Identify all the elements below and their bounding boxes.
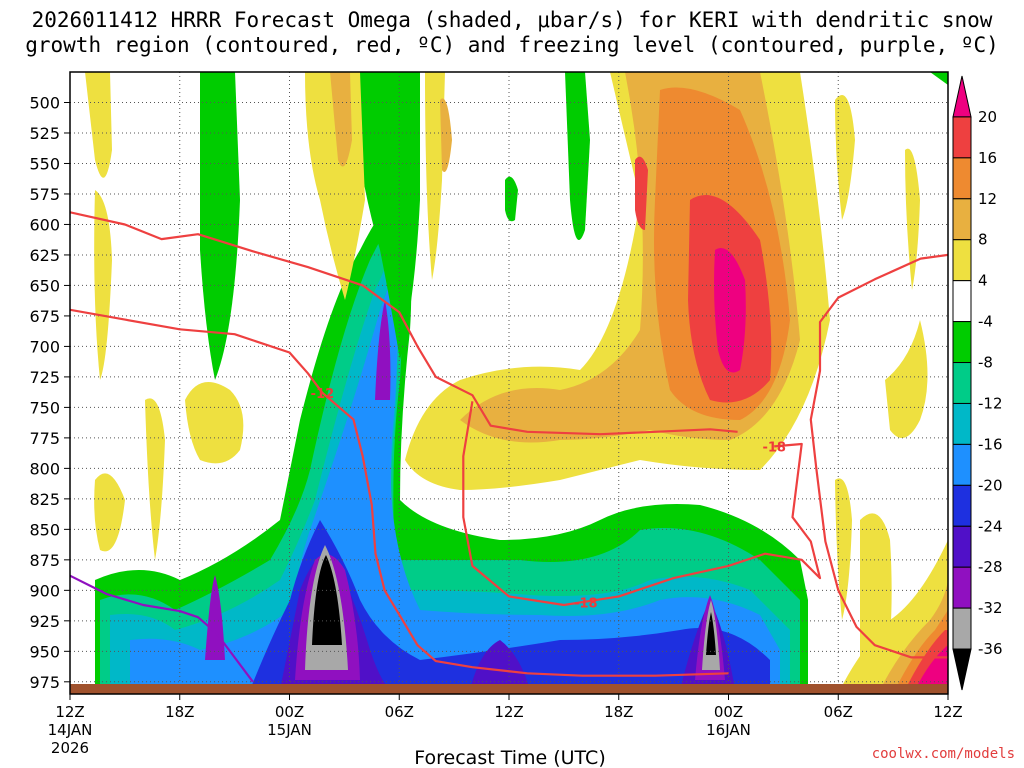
colorbar-label: 20 <box>978 108 997 126</box>
colorbar-segment <box>952 443 972 486</box>
omega-shading-lowerright-magenta <box>915 645 948 690</box>
omega-shading-sinking-magenta <box>714 248 746 373</box>
y-tick-label: 650 <box>29 276 60 295</box>
colorbar-label: 4 <box>978 272 988 290</box>
colorbar-label: -36 <box>978 640 1003 658</box>
colorbar-label: -8 <box>978 354 993 372</box>
y-tick-label: 725 <box>29 368 60 387</box>
y-tick-label: 950 <box>29 642 60 661</box>
colorbar-segment <box>952 607 972 650</box>
colorbar-segment <box>952 321 972 364</box>
y-tick-label: 925 <box>29 612 60 631</box>
colorbar-segment <box>952 362 972 404</box>
colorbar-label: -4 <box>978 313 993 331</box>
colorbar-label: -12 <box>978 394 1003 412</box>
colorbar-label: -20 <box>978 476 1003 494</box>
omega-shading-lowlevel-darkblue <box>250 520 770 690</box>
y-tick-label: 525 <box>29 124 60 143</box>
colorbar-segment <box>952 648 972 691</box>
chart-title-line-1: 2026011412 HRRR Forecast Omega (shaded, … <box>32 8 993 32</box>
omega-shading-tan-streaks <box>330 72 452 172</box>
omega-shading-lowlevel-teal <box>100 210 800 690</box>
x-tick-label: 12Z <box>494 703 523 721</box>
colorbar: 20 16 12 8 4 -4 -8 -12 -16 -20 -24 -28 -32 -36 <box>952 75 1003 691</box>
colorbar-segment <box>952 402 972 445</box>
contour-label: -18 <box>574 597 598 612</box>
y-tick-label: 625 <box>29 246 60 265</box>
y-tick-label: 550 <box>29 154 60 173</box>
colorbar-segment <box>952 484 972 527</box>
contour-dgz_mid <box>462 401 822 607</box>
colorbar-label: -32 <box>978 599 1003 617</box>
x-tick-label: 18Z <box>165 703 194 721</box>
colorbar-segment <box>952 566 972 609</box>
y-tick-label: 750 <box>29 398 60 417</box>
x-tick-label: 00Z <box>275 703 304 721</box>
contour-label: -12 <box>311 387 335 402</box>
omega-shading-upper-green-c <box>565 72 590 240</box>
date-label: 14JAN <box>48 721 93 739</box>
x-tick-label: 06Z <box>385 703 414 721</box>
chart-title-line-2: growth region (contoured, red, ºC) and f… <box>25 33 999 57</box>
colorbar-segment <box>952 198 972 241</box>
omega-shading-yellow-streaks <box>85 72 928 690</box>
colorbar-segment <box>952 75 972 118</box>
colorbar-label: -28 <box>978 558 1003 576</box>
colorbar-segment <box>952 157 972 200</box>
x-tick-label: 12Z <box>933 703 962 721</box>
colorbar-segment <box>952 239 972 282</box>
contour-dgz_lower_left <box>70 308 729 677</box>
omega-shading-upper-green-b <box>355 72 420 360</box>
omega-shading-upper-green-e <box>930 72 948 85</box>
y-tick-label: 675 <box>29 307 60 326</box>
credit-text: coolwx.com/models <box>872 746 1015 762</box>
y-tick-label: 600 <box>29 215 60 234</box>
y-tick-label: 800 <box>29 459 60 478</box>
y-axis: 500 525 550 575 600 625 650 675 700 725 750 775 800 8… <box>29 93 70 692</box>
colorbar-segment <box>952 280 972 323</box>
colorbar-label: 16 <box>978 149 997 167</box>
omega-shading-core-gray <box>305 545 720 670</box>
omega-shading <box>85 72 948 690</box>
y-tick-label: 500 <box>29 93 60 112</box>
y-tick-label: 875 <box>29 551 60 570</box>
y-tick-label: 700 <box>29 337 60 356</box>
date-label: 16JAN <box>706 721 751 739</box>
y-tick-label: 775 <box>29 429 60 448</box>
x-axis-label: Forecast Time (UTC) <box>414 747 605 768</box>
y-tick-label: 825 <box>29 490 60 509</box>
x-tick-label: 06Z <box>824 703 853 721</box>
terrain-strip <box>70 684 948 694</box>
colorbar-label: -16 <box>978 435 1003 453</box>
y-tick-label: 850 <box>29 520 60 539</box>
contour-dgz_upper_left <box>70 211 738 436</box>
omega-shading-upper-green-a <box>200 72 240 380</box>
x-tick-label: 12Z <box>55 703 84 721</box>
colorbar-label: 8 <box>978 231 988 249</box>
date-label: 15JAN <box>267 721 312 739</box>
y-tick-label: 575 <box>29 185 60 204</box>
contour-label: -18 <box>762 440 786 455</box>
colorbar-segment <box>952 116 972 159</box>
y-tick-label: 900 <box>29 581 60 600</box>
contour-labels: -12 -18 -18 <box>311 387 786 612</box>
x-axis: 12Z 18Z 00Z 06Z 12Z 18Z 00Z 06Z 12Z14JAN202615JA… <box>48 694 963 757</box>
contour-lines <box>70 211 948 683</box>
x-tick-label: 00Z <box>714 703 743 721</box>
year-label: 2026 <box>51 739 89 757</box>
colorbar-label: -24 <box>978 517 1003 535</box>
contour-dgz_right <box>809 253 948 659</box>
plot-area <box>70 72 948 694</box>
colorbar-label: 12 <box>978 190 997 208</box>
x-tick-label: 18Z <box>604 703 633 721</box>
contour-freezing_level <box>70 574 254 683</box>
omega-shading-upper-green-d <box>505 176 518 222</box>
y-tick-label: 975 <box>29 673 60 692</box>
colorbar-segment <box>952 525 972 568</box>
